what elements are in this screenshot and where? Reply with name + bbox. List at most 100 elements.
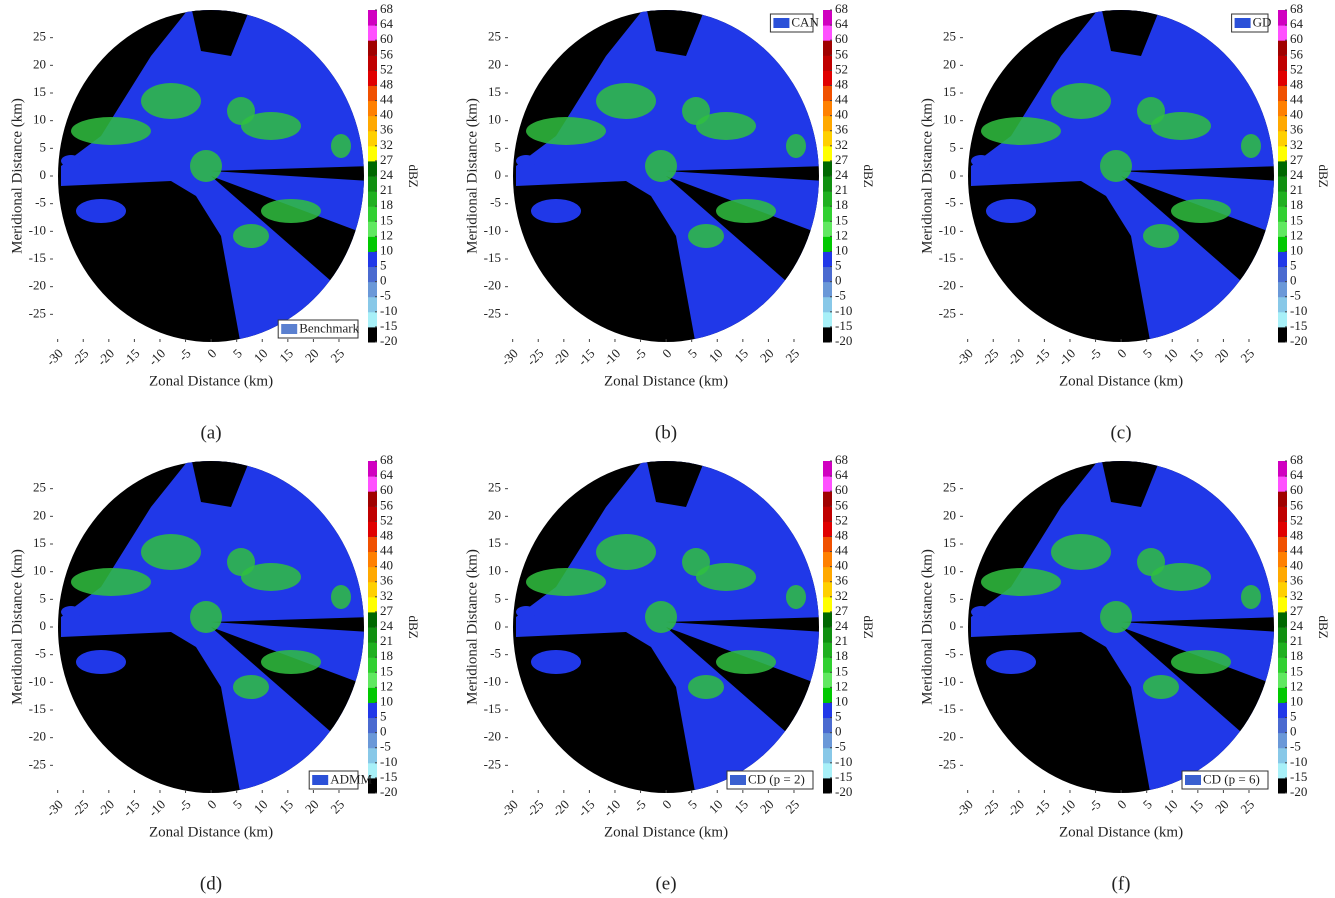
y-tick-label: 15	[33, 535, 46, 550]
colorbar-segment	[1278, 116, 1287, 132]
y-tick-label: -15	[939, 250, 956, 265]
colorbar-segment	[1278, 191, 1287, 207]
legend-label: CAN	[791, 14, 819, 29]
colorbar-tick-label: 27	[835, 603, 849, 618]
colorbar-label: dBZ	[1316, 615, 1331, 638]
y-tick-label: -20	[29, 278, 46, 293]
x-tick-label: -10	[1055, 346, 1078, 369]
y-tick-label: 25	[33, 29, 46, 44]
colorbar-tick-label: 15	[380, 663, 393, 678]
colorbar-label: dBZ	[1316, 164, 1331, 187]
colorbar-segment	[368, 267, 377, 283]
colorbar-tick-label: 24	[1290, 167, 1304, 182]
echo-green	[645, 150, 677, 182]
colorbar-tick-label: 24	[835, 618, 849, 633]
x-tick-label: 25	[327, 346, 347, 366]
y-tick-label: 25	[33, 480, 46, 495]
y-tick-label: 10	[943, 563, 956, 578]
y-tick-label: -15	[939, 701, 956, 716]
echo-green	[526, 117, 606, 145]
colorbar-tick-label: -20	[380, 333, 397, 348]
colorbar-tick-label: 15	[1290, 212, 1303, 227]
x-tick-label: -10	[145, 346, 168, 369]
colorbar-tick-label: -5	[380, 739, 391, 754]
y-tick-label: 10	[488, 563, 501, 578]
colorbar-segment	[823, 191, 832, 207]
colorbar-segment	[1278, 778, 1287, 794]
colorbar-tick-label: 0	[380, 724, 387, 739]
colorbar-tick-label: 56	[835, 497, 849, 512]
x-tick-label: -10	[600, 346, 623, 369]
colorbar-tick-label: -10	[835, 754, 852, 769]
y-tick-label: -10	[484, 222, 501, 237]
colorbar-segment	[368, 657, 377, 673]
colorbar-tick-label: 56	[380, 46, 394, 61]
colorbar-segment	[823, 763, 832, 779]
colorbar-tick-label: -20	[1290, 333, 1307, 348]
x-tick-label: 15	[731, 797, 751, 817]
colorbar-tick-label: 5	[1290, 709, 1297, 724]
colorbar-tick-label: 36	[380, 122, 394, 137]
colorbar-segment	[368, 597, 377, 613]
y-tick-label: 5	[495, 139, 502, 154]
x-tick-label: 20	[757, 346, 777, 366]
echo-green	[696, 112, 756, 140]
colorbar-tick-label: 36	[1290, 573, 1304, 588]
colorbar-tick-label: 40	[1290, 107, 1303, 122]
colorbar-segment	[823, 687, 832, 703]
colorbar-segment	[368, 536, 377, 552]
colorbar-segment	[1278, 282, 1287, 298]
y-tick-label: 20	[33, 56, 46, 71]
echo-green	[1151, 112, 1211, 140]
colorbar-tick-label: 40	[835, 558, 848, 573]
echo-green	[526, 568, 606, 596]
y-axis-label: Meridional Distance (km)	[9, 549, 25, 705]
y-tick-label: 5	[950, 139, 957, 154]
y-tick-label: 10	[943, 112, 956, 127]
colorbar-tick-label: -15	[380, 318, 397, 333]
x-tick-label: -15	[120, 797, 143, 820]
x-tick-label: 0	[204, 797, 219, 812]
legend-label: ADMM	[330, 771, 372, 786]
colorbar-segment	[823, 146, 832, 162]
colorbar-segment	[1278, 763, 1287, 779]
colorbar-segment	[368, 40, 377, 56]
colorbar-segment	[1278, 627, 1287, 643]
colorbar-segment	[368, 236, 377, 252]
y-tick-label: 15	[33, 84, 46, 99]
colorbar-segment	[368, 687, 377, 703]
y-tick-label: -25	[939, 305, 956, 320]
colorbar-tick-label: 36	[835, 573, 849, 588]
echo-green	[190, 601, 222, 633]
colorbar-segment	[1278, 461, 1287, 477]
colorbar-segment	[368, 221, 377, 237]
colorbar-tick-label: -20	[835, 333, 852, 348]
x-tick-label: 0	[659, 797, 674, 812]
colorbar-tick-label: 27	[380, 152, 394, 167]
colorbar-segment	[1278, 161, 1287, 177]
colorbar-segment	[1278, 146, 1287, 162]
y-tick-label: 5	[40, 590, 47, 605]
colorbar-tick-label: 60	[835, 482, 848, 497]
colorbar-label: dBZ	[406, 164, 421, 187]
colorbar-segment	[368, 206, 377, 222]
x-tick-label: -15	[575, 346, 598, 369]
x-tick-label: -20	[549, 797, 572, 820]
colorbar-tick-label: 27	[380, 603, 394, 618]
echo-green	[1143, 675, 1179, 699]
y-tick-label: 20	[488, 507, 501, 522]
y-tick-label: -5	[35, 195, 46, 210]
y-tick-label: 20	[943, 56, 956, 71]
colorbar-segment	[1278, 612, 1287, 628]
colorbar-tick-label: 44	[1290, 92, 1304, 107]
echo-green	[261, 650, 321, 674]
colorbar-tick-label: 60	[1290, 31, 1303, 46]
x-tick-label: 0	[204, 346, 219, 361]
colorbar-tick-label: 48	[835, 527, 848, 542]
colorbar-segment	[368, 85, 377, 101]
y-tick-label: -5	[490, 195, 501, 210]
colorbar-segment	[368, 627, 377, 643]
colorbar-tick-label: -15	[380, 769, 397, 784]
colorbar-tick-label: 10	[835, 693, 848, 708]
echo-green	[596, 83, 656, 119]
